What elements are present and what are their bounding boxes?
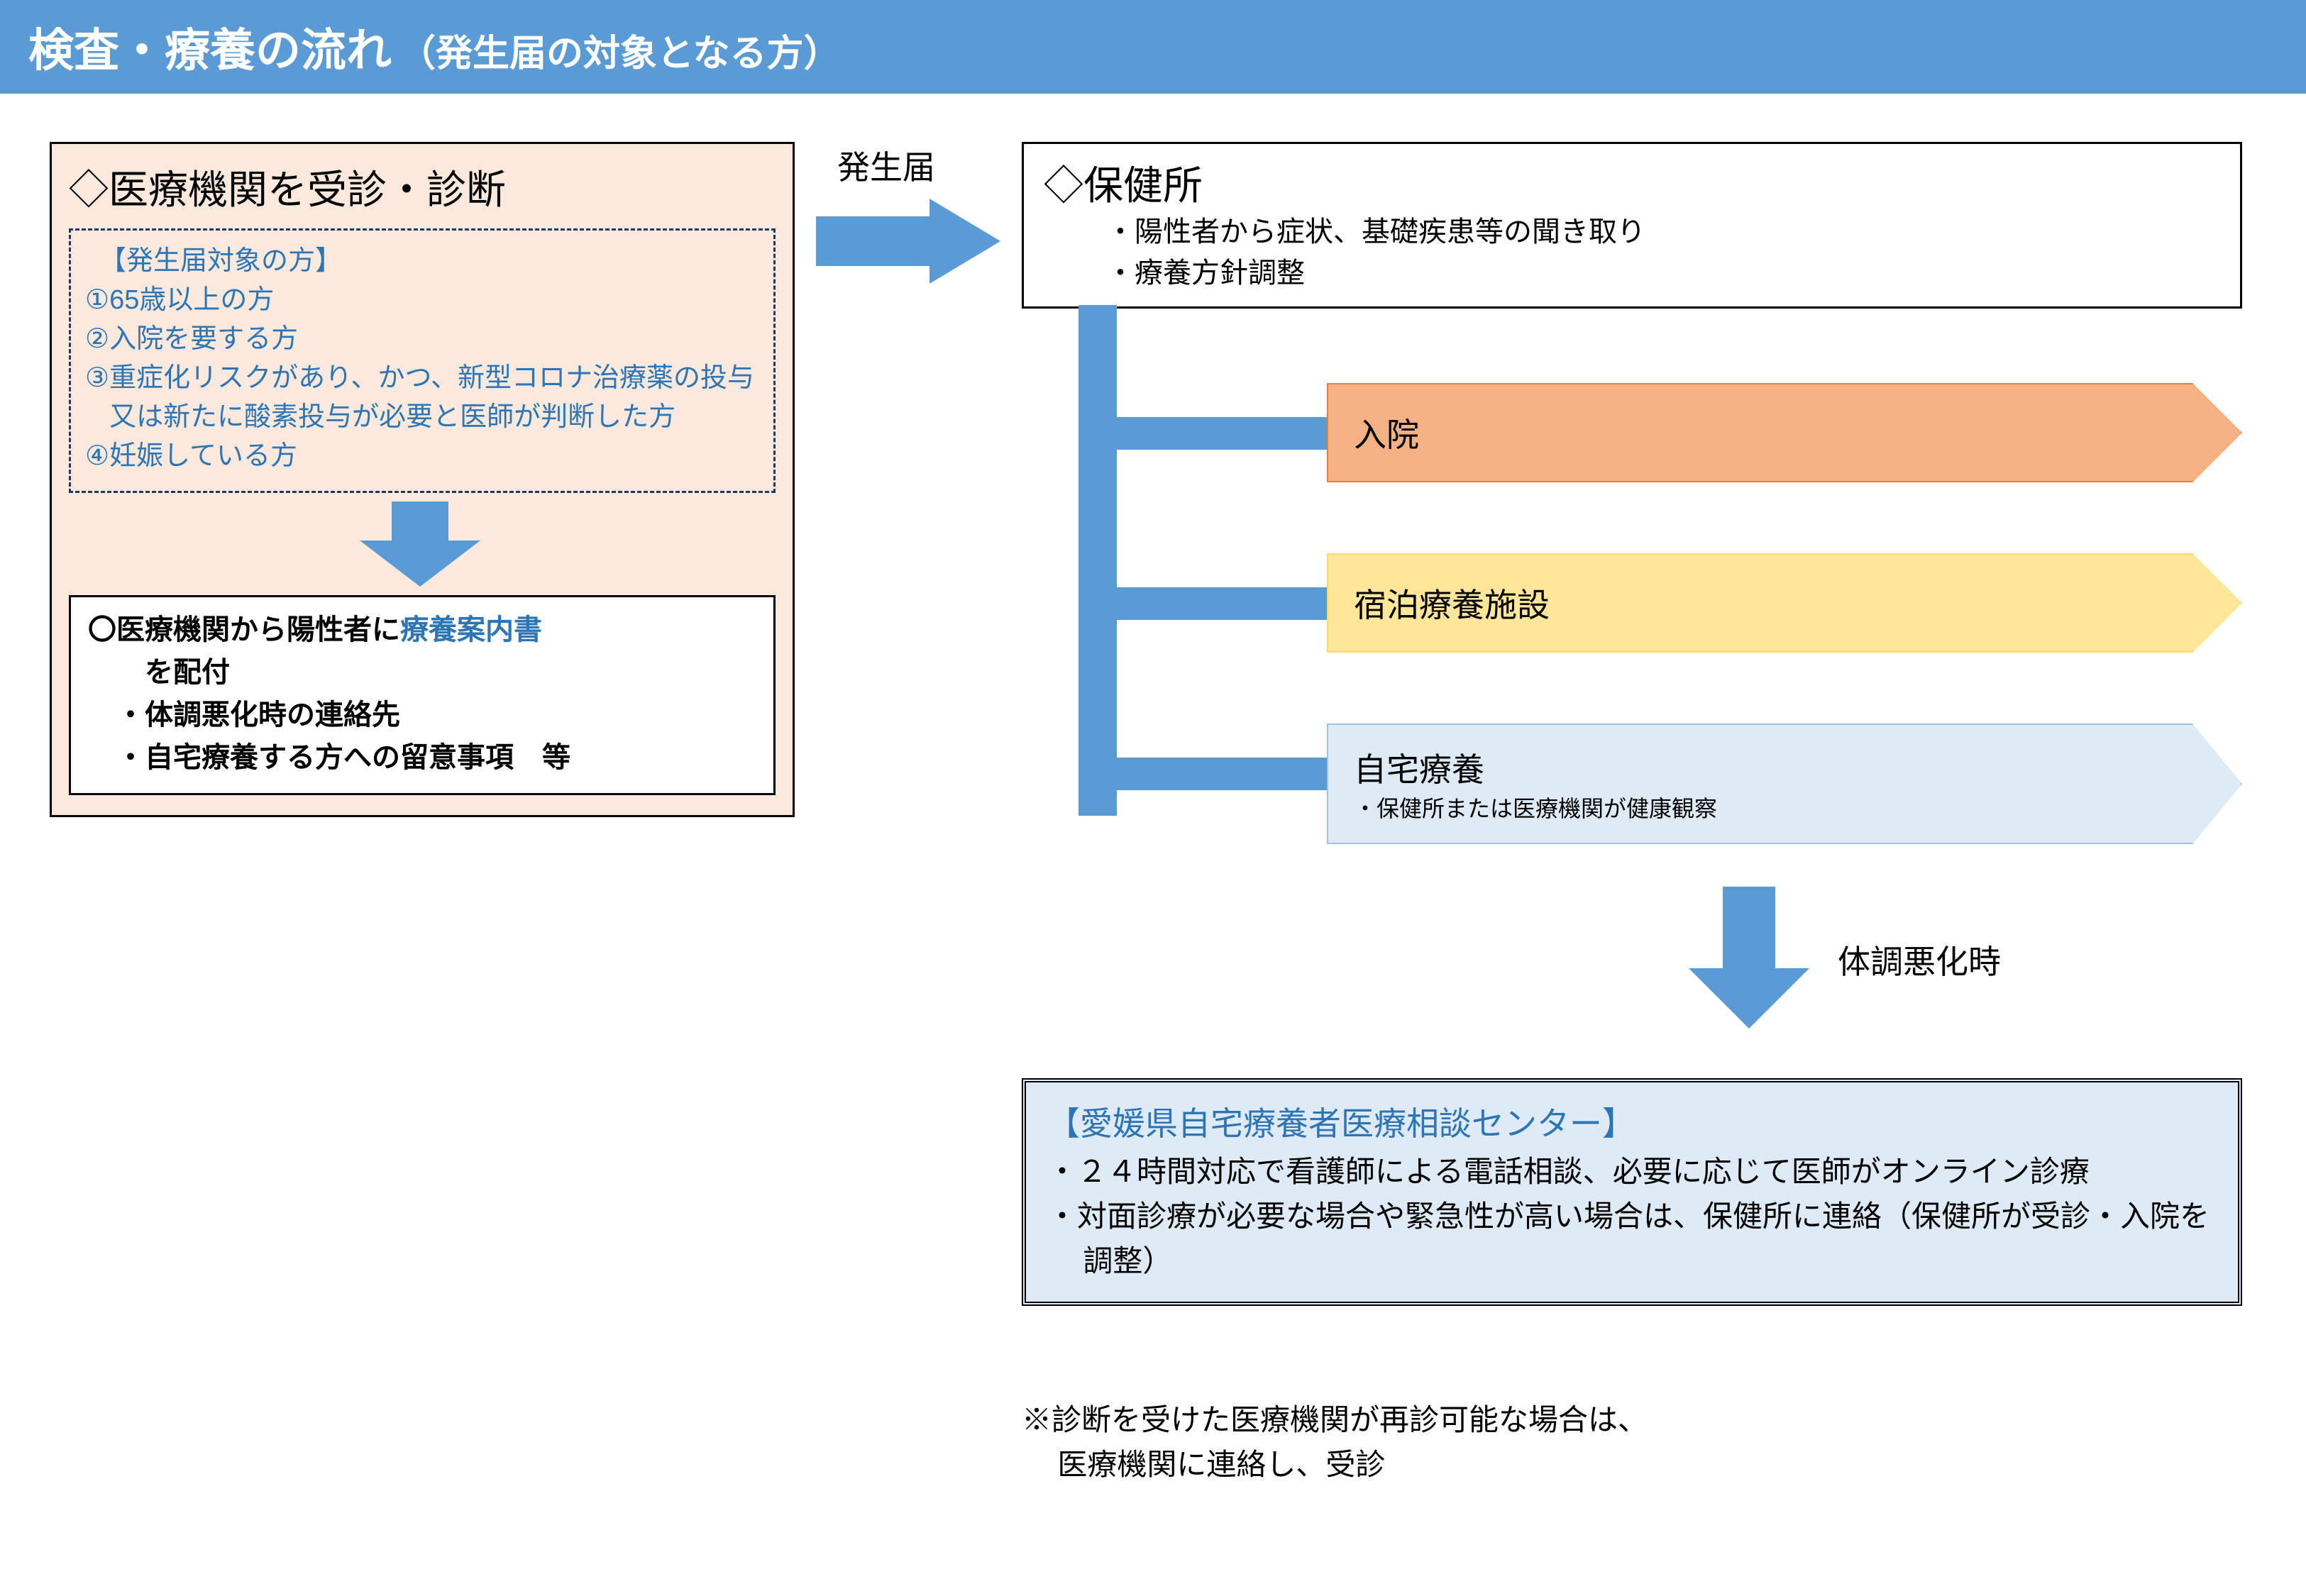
criteria-item: ② 入院を要する方: [85, 320, 759, 359]
medical-institution-box: ◇医療機関を受診・診断 【発生届対象の方】 ① 65歳以上の方 ② 入院を要する…: [50, 142, 795, 817]
consultation-center-line2: ・対面診療が必要な場合や緊急性が高い場合は、保健所に連絡（保健所が受診・入院を調…: [1047, 1194, 2217, 1283]
criteria-item: ① 65歳以上の方: [85, 281, 759, 320]
connector-3: [1117, 758, 1327, 790]
distribution-box: 〇医療機関から陽性者に療養案内書 を配付 ・体調悪化時の連絡先 ・自宅療養する方…: [69, 595, 776, 795]
health-center-box: ◇保健所 ・陽性者から症状、基礎疾患等の聞き取り ・療養方針調整: [1022, 142, 2242, 309]
title-sub: （発生届の対象となる方）: [399, 23, 840, 77]
arrow-right-icon: [816, 199, 1000, 284]
footnote-line1: ※診断を受けた医療機関が再診可能な場合は、: [1022, 1397, 1648, 1442]
inner-bullet2: ・自宅療養する方への留意事項 等: [88, 736, 756, 779]
connector-1: [1117, 417, 1327, 450]
footnote: ※診断を受けた医療機関が再診可能な場合は、 医療機関に連絡し、受診: [1022, 1397, 1648, 1487]
arrow-label-worsen: 体調悪化時: [1838, 936, 2001, 983]
health-center-line1: ・陽性者から症状、基礎疾患等の聞き取り: [1044, 211, 2220, 253]
medical-institution-title: ◇医療機関を受診・診断: [69, 158, 776, 216]
banner-label: 宿泊療養施設: [1354, 580, 2241, 626]
footnote-line2: 医療機関に連絡し、受診: [1022, 1442, 1648, 1487]
banner-accommodation: 宿泊療養施設: [1327, 553, 2242, 653]
inner-bullet1: ・体調悪化時の連絡先: [88, 694, 756, 736]
inner-line1a: 〇医療機関から陽性者に: [88, 614, 400, 645]
health-center-title: ◇保健所: [1044, 154, 2220, 211]
arrow-label-report: 発生届: [837, 142, 935, 189]
criteria-item: ③ 重症化リスクがあり、かつ、新型コロナ治療薬の投与又は新たに酸素投与が必要と医…: [85, 359, 759, 437]
criteria-title: 【発生届対象の方】: [85, 242, 759, 281]
arrow-down-icon: [1689, 887, 1809, 1029]
criteria-item: ④ 妊娠している方: [85, 437, 759, 476]
consultation-center-box: 【愛媛県自宅療養者医療相談センター】 ・２４時間対応で看護師による電話相談、必要…: [1022, 1078, 2242, 1306]
banner-home-care: 自宅療養 ・保健所または医療機関が健康観察: [1327, 724, 2242, 844]
inner-line1-highlight: 療養案内書: [400, 614, 542, 645]
inner-line2: を配付: [88, 651, 756, 694]
arrow-down-icon: [360, 501, 480, 587]
connector-2: [1117, 587, 1327, 620]
banner-hospitalization: 入院: [1327, 383, 2242, 482]
consultation-center-line1: ・２４時間対応で看護師による電話相談、必要に応じて医師がオンライン診療: [1047, 1149, 2217, 1194]
title-bar: 検査・療養の流れ （発生届の対象となる方）: [0, 0, 2306, 94]
health-center-line2: ・療養方針調整: [1044, 253, 2220, 294]
consultation-center-title: 【愛媛県自宅療養者医療相談センター】: [1047, 1098, 2217, 1145]
vertical-connector: [1078, 305, 1117, 816]
banner-sub: ・保健所または医療機関が健康観察: [1354, 791, 2241, 824]
criteria-box: 【発生届対象の方】 ① 65歳以上の方 ② 入院を要する方 ③ 重症化リスクがあ…: [69, 228, 776, 493]
title-main: 検査・療養の流れ: [28, 14, 392, 79]
banner-label: 入院: [1354, 409, 2241, 456]
banner-label: 自宅療養: [1354, 744, 2241, 791]
